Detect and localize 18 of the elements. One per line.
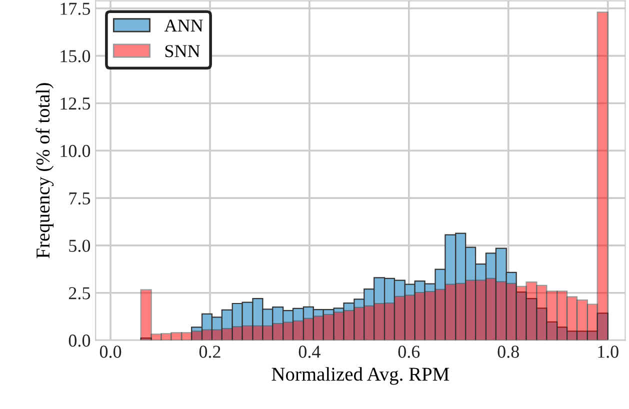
y-tick-label: 17.5 [60,2,90,15]
x-tick-label: 0.0 [100,346,122,358]
x-tick-label: 0.4 [298,346,320,358]
y-tick-label: 15.0 [60,50,90,62]
x-axis-title: Normalized Avg. RPM [272,367,450,385]
y-tick-label: 10.0 [60,144,90,158]
legend-label: ANN [164,20,203,32]
legend-label: SNN [165,45,200,58]
y-tick-label: 7.5 [69,192,90,205]
y-tick-label: 0.0 [68,334,90,347]
y-tick-label: 2.5 [68,287,90,300]
y-tick-label: 12.5 [60,98,90,110]
x-tick-label: 0.2 [199,346,220,358]
y-axis-title: Frequency (% of total) [36,83,54,258]
x-tick-label: 1.0 [598,346,618,358]
x-tick-label: 0.6 [398,346,420,358]
x-tick-label: 0.8 [498,346,519,358]
y-tick-label: 5.0 [69,240,90,252]
